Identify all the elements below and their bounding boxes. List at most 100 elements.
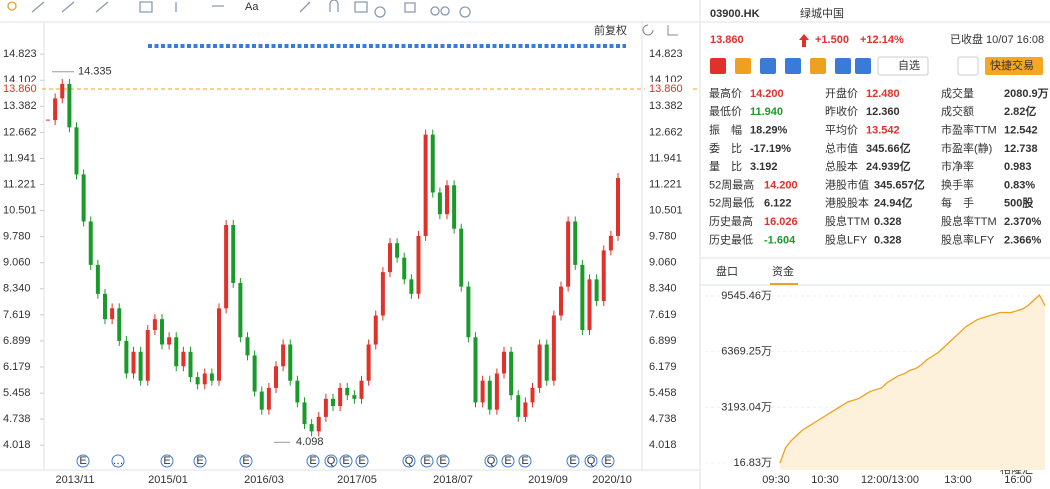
y-tick-label: 13.382 [3, 100, 37, 112]
candle-body [188, 351, 193, 378]
event-icon [355, 454, 369, 468]
y-tick-label: 16.83万 [733, 457, 772, 469]
candle-body [117, 308, 122, 341]
event-label: E [569, 455, 576, 467]
tool-icon[interactable] [7, 1, 17, 11]
y-tick-label-right: 13.382 [649, 100, 683, 112]
badge[interactable] [810, 58, 826, 74]
event-icon [160, 454, 174, 468]
quote-value: 500股 [1004, 197, 1034, 210]
candle-body [352, 395, 357, 399]
tab[interactable]: 盘口 [716, 264, 738, 278]
event-label: E [521, 455, 528, 467]
y-tick-label-right: 9.060 [649, 257, 677, 269]
quote-value: 2.366% [1004, 234, 1042, 246]
price-tag-label: 13.860 [3, 83, 37, 95]
candle-body [580, 264, 585, 331]
event-icon [239, 454, 253, 468]
area-line [779, 293, 1046, 464]
candle-body [217, 308, 221, 381]
candle-body [416, 235, 421, 294]
quote-value: 0.328 [874, 216, 902, 228]
y-tick-label: 6.899 [3, 335, 31, 347]
tab[interactable]: 资金 [772, 264, 794, 278]
candle-body [252, 355, 257, 392]
adjust-button[interactable]: 前复权 [594, 23, 627, 37]
watch-button-box[interactable] [877, 56, 929, 76]
quote-value: 12.480 [866, 88, 900, 100]
quote-value: 12.738 [1004, 143, 1038, 155]
candle-body [138, 351, 143, 381]
x-tick-label: 10:30 [811, 474, 839, 486]
quote-label: 总市值 [825, 141, 858, 155]
candle-body [409, 279, 414, 294]
event-icon [339, 454, 353, 468]
candle-body [323, 398, 328, 417]
candle-body [67, 83, 72, 128]
candle-body [616, 178, 620, 236]
quote-value: 345.657亿 [874, 177, 925, 191]
badge[interactable] [760, 58, 776, 74]
tool-icons[interactable] [31, 0, 471, 18]
event-label: Q [587, 455, 596, 467]
y-tick-label: 5.458 [3, 387, 31, 399]
stock-code: 03900.HK [710, 8, 760, 20]
candle-body [95, 264, 100, 294]
quote-value: 24.939亿 [866, 159, 911, 173]
y-tick-label-right: 14.823 [649, 48, 683, 60]
candle-body [373, 315, 378, 345]
chart-controls[interactable] [642, 24, 678, 36]
candle-body [53, 98, 58, 121]
y-tick-label: 6369.25万 [721, 346, 772, 358]
trade-button-box[interactable] [985, 57, 1043, 75]
candle-body [459, 228, 464, 287]
candle-body [573, 221, 578, 265]
candle-body [402, 257, 407, 280]
price-tag [645, 81, 690, 96]
badge[interactable] [855, 58, 871, 74]
badge[interactable] [835, 58, 851, 74]
quote-value: 2.370% [1004, 216, 1042, 228]
badge[interactable] [735, 58, 751, 74]
bell[interactable] [957, 56, 979, 76]
quote-label: 委 比 [709, 142, 742, 155]
quote-value: 18.29% [750, 125, 788, 137]
event-label: E [342, 455, 349, 467]
candle-body [551, 315, 556, 381]
candle-body [224, 225, 229, 309]
event-icon [484, 454, 498, 468]
font-button[interactable]: Aa [245, 1, 259, 13]
y-tick-label-right: 12.662 [649, 126, 683, 138]
candle-body [494, 373, 499, 410]
candle-body [437, 192, 442, 215]
badge[interactable] [710, 58, 726, 74]
candle-body [110, 308, 115, 320]
quote-label: 股息LFY [825, 232, 868, 246]
candle-body [594, 279, 599, 302]
candle-body [359, 380, 364, 399]
event-icon [436, 454, 450, 468]
trade-button[interactable]: 快捷交易 [990, 58, 1034, 72]
candle-body [331, 398, 335, 407]
candle-body [388, 243, 392, 273]
x-tick-label: 16:00 [1004, 474, 1032, 486]
x-tick-label: 2019/09 [528, 474, 568, 486]
quote-label: 最高价 [709, 86, 742, 100]
candle-body [266, 387, 271, 410]
event-icon [76, 454, 90, 468]
badge[interactable] [785, 58, 801, 74]
quote-label: 昨收价 [825, 104, 858, 118]
event-icon [584, 454, 598, 468]
x-tick-label: 12:00/13:00 [861, 474, 919, 486]
quote-label: 市盈率(静) [941, 141, 992, 155]
y-tick-label: 4.018 [3, 439, 31, 451]
candle-body [544, 344, 549, 381]
candle-body [395, 243, 400, 258]
candle-body [167, 337, 172, 345]
y-tick-label: 11.941 [3, 152, 36, 164]
quote-value: 11.940 [750, 106, 783, 118]
watch-button[interactable]: 自选 [898, 59, 920, 72]
event-icon [111, 454, 125, 468]
